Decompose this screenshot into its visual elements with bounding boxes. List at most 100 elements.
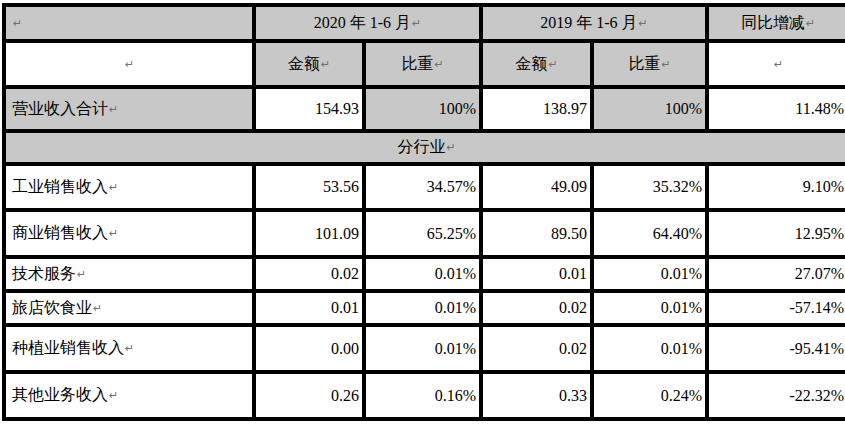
proportion-2020-cell: 34.57%	[364, 164, 481, 210]
paragraph-mark: ↵	[661, 58, 670, 71]
table-row: 其他业务收入↵ 0.26 0.16% 0.33 0.24% -22.32%	[4, 372, 845, 419]
yoy-cell: 27.07%	[707, 257, 845, 291]
proportion-2020-cell: 0.16%	[364, 372, 481, 419]
header-yoy-label: 同比增减	[741, 14, 805, 31]
amount-2019: 89.50	[551, 225, 587, 242]
total-row-label-cell: 营业收入合计↵	[4, 87, 254, 131]
amount-2020-cell: 0.00	[254, 325, 364, 372]
amount-2020: 0.02	[331, 265, 359, 282]
row-label-cell: 技术服务↵	[4, 257, 254, 291]
header-row-periods: ↵ 2020 年 1-6 月↵ 2019 年 1-6 月↵ 同比增减↵	[4, 5, 845, 41]
yoy-cell: 12.95%	[707, 210, 845, 257]
paragraph-mark: ↵	[321, 58, 330, 71]
header-period-2020-label: 2020 年 1-6 月	[314, 14, 411, 31]
section-label-cell: 分行业↵	[4, 131, 845, 164]
proportion-2020: 34.57%	[427, 178, 476, 195]
header-period-2019: 2019 年 1-6 月↵	[481, 5, 707, 41]
amount-2020-cell: 0.26	[254, 372, 364, 419]
proportion-2020-cell: 0.01%	[364, 325, 481, 372]
paragraph-mark: ↵	[125, 342, 134, 355]
total-revenue-row: 营业收入合计↵ 154.93 100% 138.97 100% 11.48%	[4, 87, 845, 131]
total-yoy-cell: 11.48%	[707, 87, 845, 131]
total-amount-2019-cell: 138.97	[481, 87, 592, 131]
amount-2019: 0.02	[559, 340, 587, 357]
yoy-cell: -57.14%	[707, 291, 845, 325]
proportion-2019: 35.32%	[653, 178, 702, 195]
amount-2020: 0.01	[331, 299, 359, 316]
proportion-2019-cell: 0.01%	[592, 291, 707, 325]
paragraph-mark: ↵	[412, 17, 421, 30]
proportion-2019-cell: 35.32%	[592, 164, 707, 210]
amount-2019-cell: 0.01	[481, 257, 592, 291]
amount-2019: 0.33	[559, 387, 587, 404]
proportion-2019: 0.24%	[661, 387, 702, 404]
subheader-proportion-2019: 比重↵	[592, 41, 707, 87]
yoy-value: 9.10%	[803, 178, 844, 195]
corner-cell-top: ↵	[4, 5, 254, 41]
row-label: 旅店饮食业	[12, 299, 92, 316]
proportion-2019: 64.40%	[653, 225, 702, 242]
total-amount-2019: 138.97	[543, 100, 587, 117]
total-row-label: 营业收入合计	[12, 100, 108, 117]
paragraph-mark: ↵	[13, 17, 22, 30]
row-label: 种植业销售收入	[12, 339, 124, 356]
proportion-2020: 0.01%	[435, 265, 476, 282]
amount-2019: 0.01	[559, 265, 587, 282]
row-label: 技术服务	[12, 265, 76, 282]
yoy-value: -95.41%	[789, 340, 844, 357]
row-label-cell: 商业销售收入↵	[4, 210, 254, 257]
yoy-cell: -95.41%	[707, 325, 845, 372]
proportion-2020-cell: 65.25%	[364, 210, 481, 257]
subheader-amount-2020: 金额↵	[254, 41, 364, 87]
row-label: 商业销售收入	[12, 224, 108, 241]
yoy-cell: -22.32%	[707, 372, 845, 419]
subheader-proportion-2020-label: 比重	[401, 55, 433, 72]
proportion-2019-cell: 64.40%	[592, 210, 707, 257]
amount-2019: 0.02	[559, 299, 587, 316]
section-label: 分行业	[397, 138, 445, 155]
amount-2020: 0.26	[331, 387, 359, 404]
amount-2020-cell: 0.02	[254, 257, 364, 291]
total-proportion-2019-cell: 100%	[592, 87, 707, 131]
amount-2020-cell: 101.09	[254, 210, 364, 257]
amount-2020-cell: 0.01	[254, 291, 364, 325]
amount-2020: 101.09	[315, 225, 359, 242]
amount-2019-cell: 0.02	[481, 291, 592, 325]
proportion-2020: 0.01%	[435, 340, 476, 357]
proportion-2019-cell: 0.24%	[592, 372, 707, 419]
subheader-yoy-empty: ↵	[707, 41, 845, 87]
total-amount-2020: 154.93	[315, 100, 359, 117]
subheader-amount-2020-label: 金额	[288, 55, 320, 72]
yoy-value: 12.95%	[795, 225, 844, 242]
table-row: 技术服务↵ 0.02 0.01% 0.01 0.01% 27.07%	[4, 257, 845, 291]
paragraph-mark: ↵	[109, 181, 118, 194]
corner-cell-sub: ↵	[4, 41, 254, 87]
proportion-2019: 0.01%	[661, 299, 702, 316]
header-row-measures: ↵ 金额↵ 比重↵ 金额↵ 比重↵ ↵	[4, 41, 845, 87]
paragraph-mark: ↵	[77, 268, 86, 281]
amount-2019-cell: 49.09	[481, 164, 592, 210]
paragraph-mark: ↵	[93, 302, 102, 315]
total-yoy: 11.48%	[795, 100, 844, 117]
proportion-2020: 0.01%	[435, 299, 476, 316]
total-proportion-2020-cell: 100%	[364, 87, 481, 131]
proportion-2019-cell: 0.01%	[592, 257, 707, 291]
row-label: 其他业务收入	[12, 386, 108, 403]
paragraph-mark: ↵	[639, 17, 648, 30]
section-row: 分行业↵	[4, 131, 845, 164]
subheader-amount-2019-label: 金额	[515, 55, 547, 72]
header-period-2020: 2020 年 1-6 月↵	[254, 5, 481, 41]
header-yoy: 同比增减↵	[707, 5, 845, 41]
proportion-2019: 0.01%	[661, 265, 702, 282]
total-proportion-2019: 100%	[665, 100, 702, 117]
paragraph-mark: ↵	[109, 389, 118, 402]
row-label-cell: 种植业销售收入↵	[4, 325, 254, 372]
proportion-2020: 0.16%	[435, 387, 476, 404]
yoy-value: 27.07%	[795, 265, 844, 282]
row-label-cell: 其他业务收入↵	[4, 372, 254, 419]
amount-2020-cell: 53.56	[254, 164, 364, 210]
paragraph-mark: ↵	[548, 58, 557, 71]
paragraph-mark: ↵	[434, 58, 443, 71]
proportion-2020-cell: 0.01%	[364, 257, 481, 291]
table-row: 商业销售收入↵ 101.09 65.25% 89.50 64.40% 12.95…	[4, 210, 845, 257]
